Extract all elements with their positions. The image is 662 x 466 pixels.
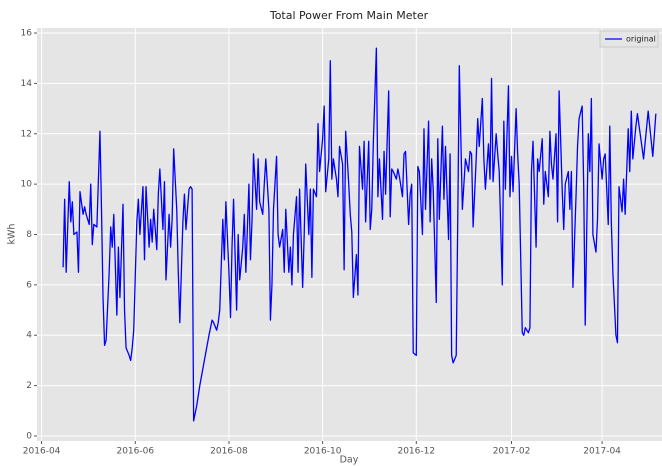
x-tick-label: 2016-12 xyxy=(397,447,435,457)
data-line xyxy=(62,47,657,422)
y-tick-label: 8 xyxy=(26,230,32,240)
y-tick-label: 0 xyxy=(26,431,32,441)
y-tick-label: 2 xyxy=(26,381,32,391)
y-tick-label: 10 xyxy=(21,180,33,190)
y-tick-label: 16 xyxy=(21,29,33,39)
y-tick-label: 12 xyxy=(21,129,32,139)
x-tick-label: 2016-06 xyxy=(116,447,154,457)
x-tick-label: 2017-04 xyxy=(583,447,621,457)
x-axis-label: Day xyxy=(340,455,359,466)
x-tick-label: 2016-04 xyxy=(23,447,61,457)
y-tick-label: 6 xyxy=(26,280,32,290)
legend-label: original xyxy=(626,35,656,44)
x-tick-label: 2016-10 xyxy=(304,447,342,457)
x-tick-label: 2017-02 xyxy=(493,447,531,457)
y-tick-label: 14 xyxy=(21,79,33,89)
y-tick-label: 4 xyxy=(26,331,32,341)
legend-box xyxy=(599,30,659,48)
y-axis-label: kWh xyxy=(7,224,18,245)
chart-title: Total Power From Main Meter xyxy=(269,9,429,22)
x-tick-label: 2016-08 xyxy=(210,447,248,457)
